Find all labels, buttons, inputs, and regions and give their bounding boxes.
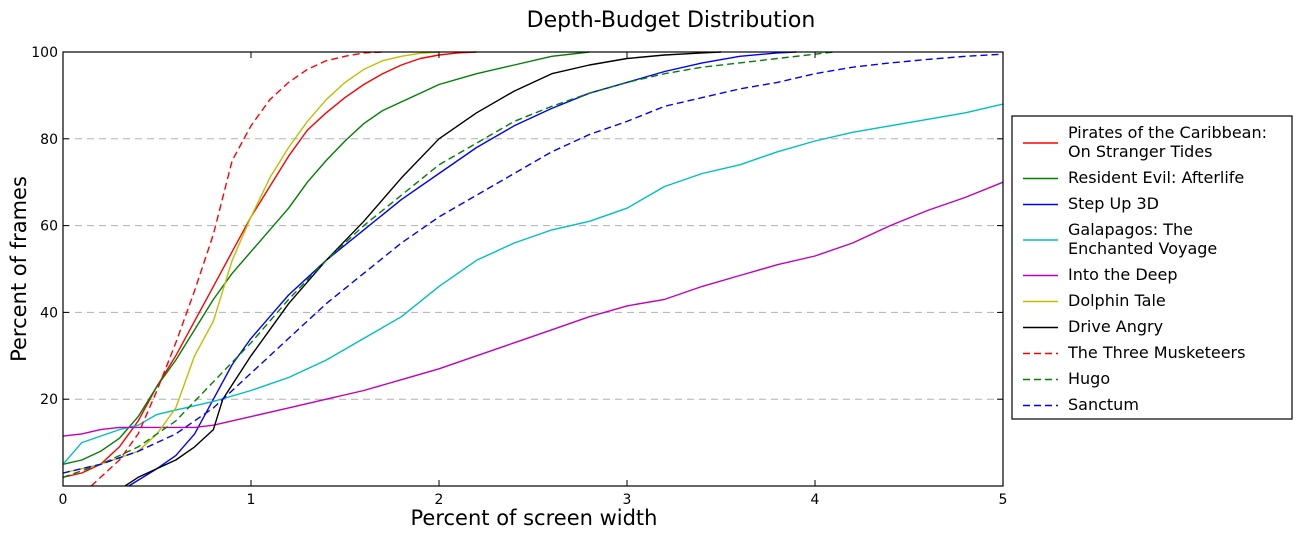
y-tick-label: 60 <box>40 219 58 235</box>
x-axis-ticks: 0 1 2 3 4 5 <box>59 52 1008 508</box>
series-line-1 <box>62 51 590 465</box>
grid-lines <box>63 138 1003 400</box>
y-tick-label: 100 <box>31 45 58 61</box>
legend-label-0: Pirates of the Caribbean: <box>1068 123 1267 142</box>
series-line-6 <box>124 51 722 487</box>
x-tick-label: 3 <box>623 492 632 508</box>
legend-label-3: Galapagos: The <box>1068 220 1193 239</box>
x-tick-label: 2 <box>435 492 444 508</box>
y-axis-ticks: 20 40 60 80 100 <box>31 45 1003 408</box>
legend-label-5: Dolphin Tale <box>1068 291 1166 310</box>
y-axis-label: Percent of frames <box>7 176 31 362</box>
legend-box <box>1011 115 1293 420</box>
chart-title: Depth-Budget Distribution <box>527 8 816 33</box>
series-line-2 <box>128 51 797 487</box>
legend-label-7: The Three Musketeers <box>1067 343 1245 362</box>
legend-label-1: Resident Evil: Afterlife <box>1068 168 1244 187</box>
legend-label-3: Enchanted Voyage <box>1068 239 1217 258</box>
y-tick-label: 80 <box>40 132 58 148</box>
legend-label-2: Step Up 3D <box>1068 194 1159 213</box>
legend-label-6: Drive Angry <box>1068 317 1163 336</box>
y-tick-label: 40 <box>40 305 58 321</box>
series-line-7 <box>90 51 383 487</box>
series-line-5 <box>62 51 440 474</box>
x-tick-label: 1 <box>247 492 256 508</box>
x-tick-label: 5 <box>999 492 1008 508</box>
legend: Pirates of the Caribbean:On Stranger Tid… <box>1011 115 1293 420</box>
legend-label-8: Hugo <box>1068 369 1110 388</box>
plot-frame <box>62 51 1004 487</box>
series-line-0 <box>62 51 477 478</box>
series-line-3 <box>62 103 1004 465</box>
x-axis-label: Percent of screen width <box>411 506 658 530</box>
series-layer <box>62 51 1004 487</box>
series-line-8 <box>62 51 834 478</box>
legend-label-4: Into the Deep <box>1068 265 1178 284</box>
y-tick-label: 20 <box>40 392 58 408</box>
legend-label-9: Sanctum <box>1068 395 1139 414</box>
legend-label-0: On Stranger Tides <box>1068 142 1213 161</box>
x-tick-label: 4 <box>811 492 820 508</box>
x-tick-label: 0 <box>59 492 68 508</box>
series-line-4 <box>62 181 1004 437</box>
